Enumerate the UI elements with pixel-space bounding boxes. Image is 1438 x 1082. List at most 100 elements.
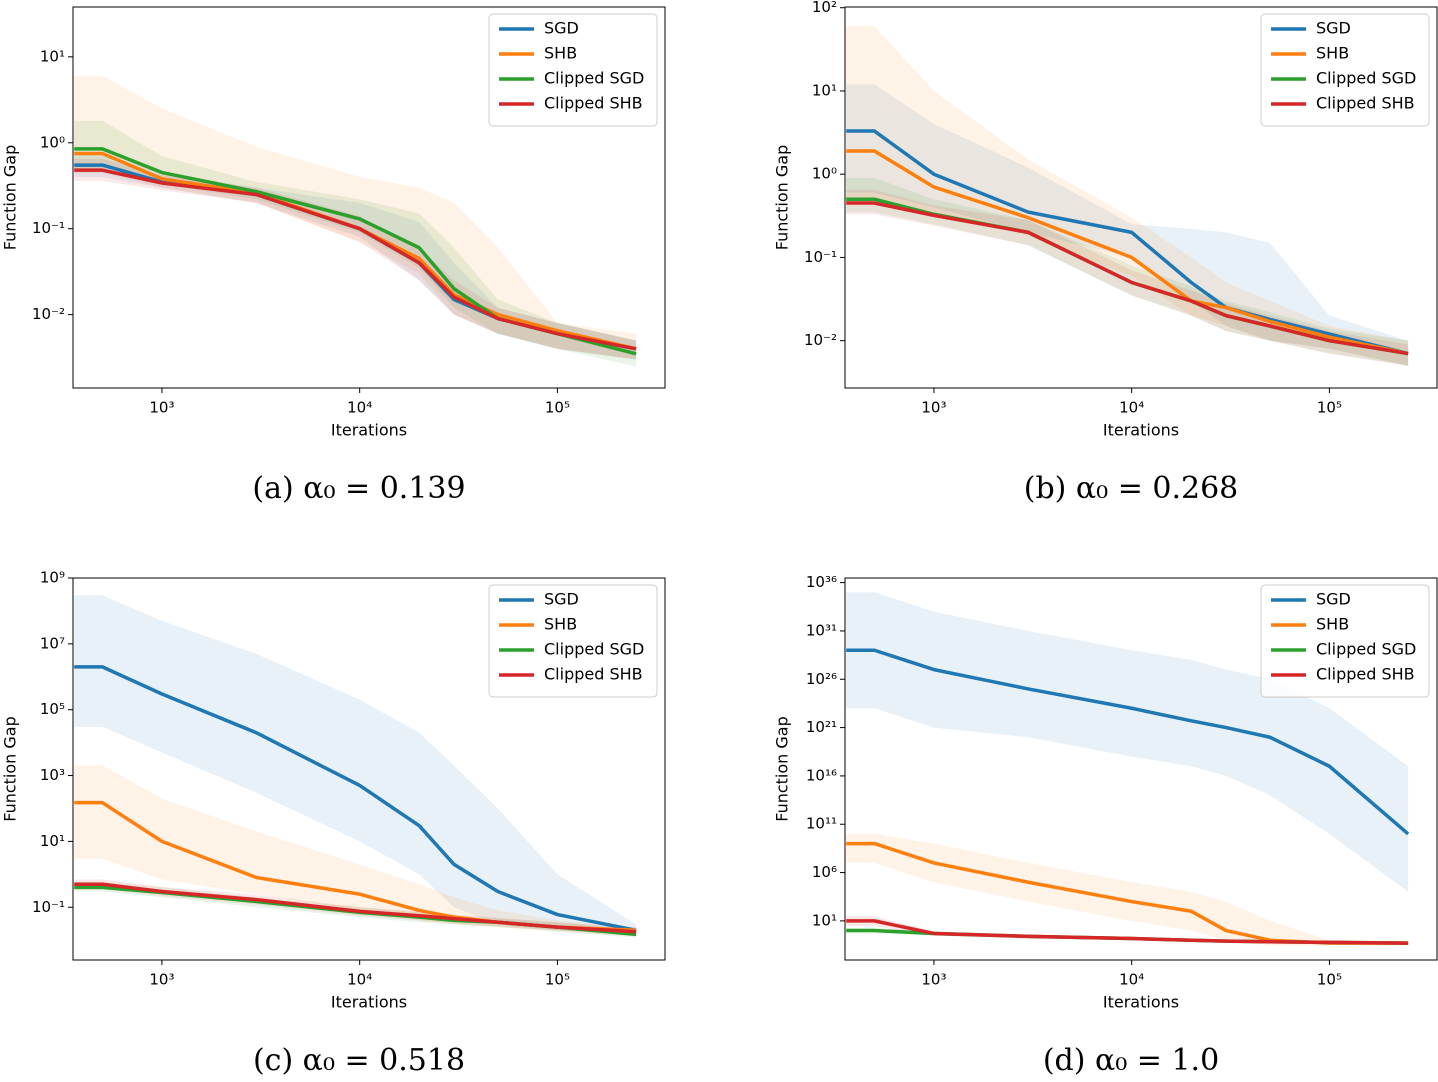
y-tick-label: 10¹ (40, 47, 65, 65)
confidence-band (74, 158, 637, 360)
legend-label: Clipped SGD (544, 640, 644, 659)
x-axis-label: Iterations (331, 993, 407, 1012)
x-tick-label: 10⁵ (1317, 971, 1342, 989)
legend-label: SGD (544, 590, 579, 609)
caption: (c) α₀ = 0.518 (253, 1043, 465, 1078)
y-axis-label: Function Gap (1, 716, 20, 822)
plot-area (74, 75, 637, 367)
y-tick-label: 10⁻¹ (804, 248, 837, 266)
y-tick-label: 10³ (40, 766, 65, 784)
legend-label: SHB (1316, 615, 1349, 634)
legend-box (488, 584, 658, 698)
plot-area (846, 26, 1409, 366)
legend-box (1260, 13, 1430, 127)
caption: (d) α₀ = 1.0 (1043, 1043, 1219, 1078)
legend-label: Clipped SGD (544, 69, 644, 88)
plot-area (846, 592, 1410, 946)
y-tick-label: 10¹ (812, 911, 837, 929)
y-tick-label: 10⁻² (32, 305, 65, 323)
y-tick-label: 10⁹ (40, 569, 65, 587)
legend-label: SHB (544, 44, 577, 63)
legend-box (488, 13, 658, 127)
y-tick-label: 10⁻¹ (32, 219, 65, 237)
subplot: 10³ 10⁴ 10⁵ 10⁻² 10⁻¹ 10⁰ 10¹ Iterations Functio… (1, 6, 666, 506)
legend-label: Clipped SHB (1316, 665, 1415, 684)
x-tick-label: 10⁵ (1317, 399, 1342, 417)
legend-label: Clipped SHB (1316, 94, 1415, 113)
legend-label: Clipped SHB (544, 94, 643, 113)
y-tick-label: 10⁰ (812, 165, 837, 183)
confidence-band (846, 833, 1409, 946)
legend: SGD SHB Clipped SGD Clipped SHB (488, 584, 658, 698)
subplot: 10³ 10⁴ 10⁵ 10¹ 10⁶ 10¹¹ 10¹⁶ 10²¹ 10²⁶ 10³¹ 10³⁶ I… (773, 573, 1438, 1078)
y-axis-label: Function Gap (1, 145, 20, 251)
y-tick-label: 10¹ (812, 81, 837, 99)
x-tick-label: 10³ (149, 971, 174, 989)
legend-label: SHB (1316, 44, 1349, 63)
y-tick-label: 10¹¹ (806, 815, 837, 833)
legend-label: Clipped SGD (1316, 69, 1416, 88)
x-tick-label: 10⁵ (545, 971, 570, 989)
caption: (b) α₀ = 0.268 (1024, 471, 1239, 506)
x-tick-label: 10⁴ (347, 399, 372, 417)
y-tick-label: 10⁰ (40, 133, 65, 151)
y-tick-label: 10²¹ (806, 718, 837, 736)
y-tick-label: 10⁻² (804, 331, 837, 349)
legend-label: Clipped SHB (544, 665, 643, 684)
x-tick-label: 10⁴ (1119, 971, 1144, 989)
y-tick-label: 10¹⁶ (806, 766, 837, 784)
series-line (846, 648, 1410, 836)
legend: SGD SHB Clipped SGD Clipped SHB (1260, 13, 1430, 127)
x-tick-label: 10³ (149, 399, 174, 417)
series-line (846, 129, 1409, 356)
y-tick-label: 10¹ (40, 832, 65, 850)
series-line (846, 149, 1409, 356)
confidence-band (846, 592, 1409, 892)
y-tick-label: 10² (812, 0, 837, 16)
confidence-band (846, 916, 1409, 945)
x-axis-label: Iterations (331, 421, 407, 440)
legend-label: SGD (544, 19, 579, 38)
y-tick-label: 10²⁶ (806, 670, 837, 688)
legend: SGD SHB Clipped SGD Clipped SHB (1260, 584, 1430, 698)
subplot: 10³ 10⁴ 10⁵ 10⁻² 10⁻¹ 10⁰ 10¹ 10² Iterations Func… (773, 0, 1438, 506)
x-axis-label: Iterations (1103, 993, 1179, 1012)
x-tick-label: 10³ (921, 399, 946, 417)
series-line (846, 919, 1409, 945)
x-tick-label: 10⁵ (545, 399, 570, 417)
y-tick-label: 10⁶ (812, 863, 837, 881)
x-axis-label: Iterations (1103, 421, 1179, 440)
y-tick-label: 10³¹ (806, 621, 837, 639)
y-axis-label: Function Gap (773, 145, 792, 251)
legend-label: Clipped SGD (1316, 640, 1416, 659)
legend-label: SHB (544, 615, 577, 634)
legend-label: SGD (1316, 590, 1351, 609)
series-line (74, 151, 637, 351)
legend-label: SGD (1316, 19, 1351, 38)
confidence-band (74, 595, 637, 935)
y-tick-label: 10⁷ (40, 634, 65, 652)
axes-frame (844, 577, 1438, 961)
plot-area (74, 595, 637, 938)
confidence-band (74, 153, 637, 360)
series-line (74, 665, 637, 932)
series-line (846, 201, 1409, 356)
legend: SGD SHB Clipped SGD Clipped SHB (488, 13, 658, 127)
y-axis-label: Function Gap (773, 716, 792, 822)
confidence-band (846, 84, 1409, 366)
axes-frame (844, 6, 1438, 389)
x-tick-label: 10⁴ (1119, 399, 1144, 417)
legend-box (1260, 584, 1430, 698)
caption: (a) α₀ = 0.139 (252, 471, 465, 506)
y-tick-label: 10³⁶ (806, 573, 837, 591)
x-tick-label: 10³ (921, 971, 946, 989)
series-line (74, 882, 637, 934)
series-line (74, 168, 637, 351)
x-tick-label: 10⁴ (347, 971, 372, 989)
axes-frame (72, 6, 666, 389)
y-tick-label: 10⁵ (40, 700, 65, 718)
axes-frame (72, 577, 666, 961)
subplot: 10³ 10⁴ 10⁵ 10⁻¹ 10¹ 10³ 10⁵ 10⁷ 10⁹ Iterations Fu… (1, 569, 666, 1078)
y-tick-label: 10⁻¹ (32, 898, 65, 916)
